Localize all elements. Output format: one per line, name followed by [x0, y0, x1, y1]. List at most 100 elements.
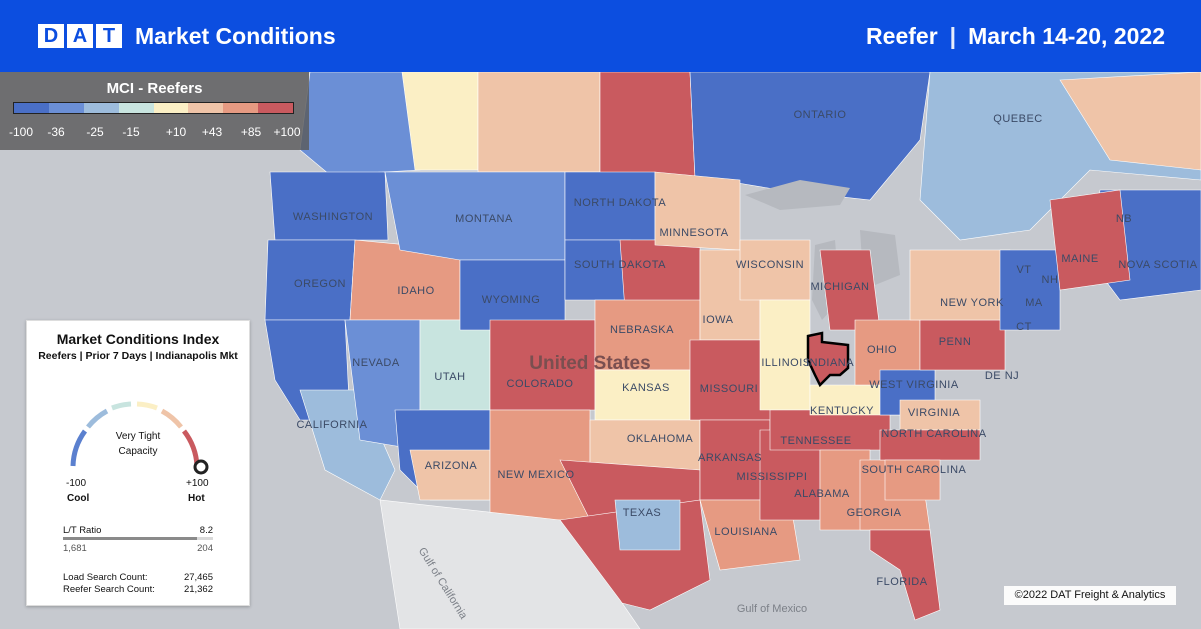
label-nova-scotia: NOVA SCOTIA [1118, 259, 1197, 271]
legend-swatch [188, 103, 224, 113]
load-search-row: Load Search Count: 27,465 [63, 572, 213, 583]
header-bar: D A T Market Conditions Reefer | March 1… [0, 0, 1201, 72]
legend-ticks: -100 -36 -25 -15 +10 +43 +85 +100 [0, 125, 309, 141]
lt-ratio-value: 8.2 [199, 525, 213, 536]
label-indiana: INDIANA [806, 357, 854, 369]
label-vt: VT [1016, 264, 1031, 276]
label-south-carolina: SOUTH CAROLINA [862, 464, 967, 476]
region-sask[interactable] [477, 72, 601, 173]
legend-swatch [223, 103, 259, 113]
mci-legend: MCI - Reefers -100 -36 -25 -15 +10 +43 +… [0, 72, 309, 150]
gauge-arc [86, 408, 109, 429]
header-separator: | [949, 23, 957, 49]
lt-ratio-row: L/T Ratio 8.2 [63, 525, 213, 536]
region-new-england[interactable] [999, 249, 1061, 331]
legend-swatch [258, 103, 293, 113]
legend-title: MCI - Reefers [106, 80, 203, 97]
label-nevada: NEVADA [352, 357, 400, 369]
label-united-states: United States [529, 353, 650, 374]
legend-color-scale [13, 102, 294, 114]
region-east-canada[interactable] [1059, 72, 1201, 171]
logo-letter: T [96, 24, 122, 48]
label-ohio: OHIO [867, 344, 897, 356]
legend-tick: +100 [273, 125, 301, 139]
lake-superior [745, 180, 850, 210]
label-iowa: IOWA [703, 314, 734, 326]
gauge-arc-cool [70, 429, 88, 467]
load-search-label: Load Search Count: [63, 572, 148, 583]
label-arkansas: ARKANSAS [698, 452, 762, 464]
label-wyoming: WYOMING [482, 294, 541, 306]
logo-letter: A [67, 24, 93, 48]
region-maine[interactable] [1049, 189, 1131, 291]
legend-tick: +10 [165, 125, 187, 139]
load-search-value: 27,465 [183, 572, 213, 583]
region-illinois[interactable] [759, 299, 811, 411]
region-washington[interactable] [269, 171, 389, 241]
label-california: CALIFORNIA [296, 419, 367, 431]
region-kansas[interactable] [594, 369, 691, 421]
region-mexico [379, 499, 641, 629]
legend-tick: -36 [47, 125, 65, 139]
region-manitoba[interactable] [599, 72, 696, 179]
mci-info-panel: Market Conditions Index Reefers | Prior … [26, 320, 250, 606]
reefer-search-row: Reefer Search Count: 21,362 [63, 584, 213, 595]
label-utah: UTAH [434, 371, 465, 383]
region-sd-east[interactable] [619, 239, 701, 311]
legend-tick: -100 [8, 125, 34, 139]
logo-letter: D [38, 24, 64, 48]
gauge-hot-label: Hot [188, 493, 205, 504]
region-south-carolina[interactable] [884, 459, 941, 501]
region-az-south[interactable] [409, 449, 491, 501]
gauge-arc [111, 401, 132, 411]
label-west-virginia: WEST VIRGINIA [869, 379, 959, 391]
label-montana: MONTANA [455, 213, 513, 225]
label-washington: WASHINGTON [293, 211, 373, 223]
label-oklahoma: OKLAHOMA [627, 433, 694, 445]
gauge-indicator [193, 459, 209, 475]
label-louisiana: LOUISIANA [714, 526, 777, 538]
legend-tick: +43 [201, 125, 223, 139]
label-nebraska: NEBRASKA [610, 324, 674, 336]
label-gulf-of-mexico: Gulf of Mexico [737, 603, 807, 615]
legend-tick: -25 [86, 125, 104, 139]
label-kentucky: KENTUCKY [810, 405, 874, 417]
label-north-dakota: NORTH DAKOTA [574, 197, 667, 209]
region-new-york[interactable] [909, 249, 1011, 321]
label-south-dakota: SOUTH DAKOTA [574, 259, 666, 271]
region-utah[interactable] [419, 319, 491, 421]
label-texas: TEXAS [623, 507, 662, 519]
dat-logo[interactable]: D A T [38, 24, 122, 48]
label-quebec: QUEBEC [993, 113, 1042, 125]
region-bc[interactable] [299, 72, 421, 176]
label-alabama: ALABAMA [794, 488, 850, 500]
copyright-credit: ©2022 DAT Freight & Analytics [1004, 586, 1176, 605]
market-map[interactable]: ONTARIO QUEBEC WASHINGTON MONTANA NORTH … [0, 72, 1201, 629]
label-de-nj: DE NJ [985, 370, 1019, 382]
label-penn: PENN [939, 336, 972, 348]
label-new-mexico: NEW MEXICO [497, 469, 574, 481]
label-nb: NB [1116, 213, 1132, 225]
region-north-carolina[interactable] [879, 429, 981, 461]
lt-ratio-label: L/T Ratio [63, 525, 102, 536]
lt-trucks: 204 [197, 543, 213, 554]
label-ct: CT [1016, 321, 1032, 333]
lt-ratio-fill [63, 537, 197, 540]
page-title: Market Conditions [135, 23, 336, 49]
region-alberta[interactable] [401, 72, 479, 171]
label-virginia: VIRGINIA [908, 407, 960, 419]
label-florida: FLORIDA [876, 576, 927, 588]
label-missouri: MISSOURI [700, 383, 758, 395]
label-nh: NH [1042, 274, 1059, 286]
equipment-type: Reefer [866, 23, 938, 49]
label-new-york: NEW YORK [940, 297, 1004, 309]
region-florida[interactable] [869, 529, 941, 621]
label-colorado: COLORADO [507, 378, 574, 390]
gauge-min-label: -100 [66, 478, 87, 489]
label-maine: MAINE [1061, 253, 1098, 265]
region-texas-central[interactable] [614, 499, 681, 551]
legend-swatch [118, 103, 154, 113]
indianapolis-market[interactable] [806, 331, 850, 388]
label-arizona: ARIZONA [425, 460, 478, 472]
gauge-arc [160, 408, 183, 429]
